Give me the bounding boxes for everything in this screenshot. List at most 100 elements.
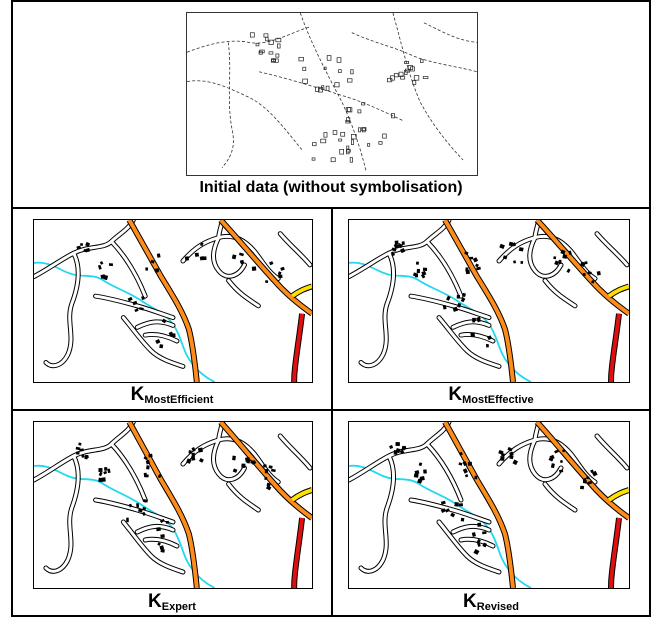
building: [500, 456, 505, 461]
minor-road: [278, 232, 312, 267]
building-outline: [298, 56, 304, 62]
building-outline: [312, 142, 317, 147]
building: [415, 261, 420, 265]
building: [191, 452, 196, 457]
highway: [292, 313, 305, 382]
minor-road: [227, 482, 260, 512]
building-outline: [400, 75, 406, 80]
building: [231, 254, 237, 260]
building: [476, 266, 481, 271]
building: [472, 317, 476, 321]
building-outline: [275, 37, 282, 43]
building: [159, 518, 165, 524]
building: [83, 249, 87, 253]
building: [99, 261, 104, 265]
building: [507, 446, 513, 452]
building: [559, 459, 564, 464]
building: [168, 331, 174, 337]
building-outline: [338, 69, 342, 73]
minor-road: [143, 332, 179, 343]
building-outline: [367, 143, 371, 147]
minor-road: [528, 438, 563, 482]
map-revised-svg: [349, 422, 629, 588]
building-outline: [412, 80, 417, 85]
building: [596, 271, 601, 276]
minor-road: [451, 320, 491, 329]
minor-road: [121, 316, 185, 368]
building-outline: [320, 138, 327, 144]
building: [98, 468, 103, 473]
minor-road: [425, 442, 463, 502]
building-outline: [346, 117, 351, 122]
building: [397, 243, 403, 249]
building: [558, 259, 562, 265]
building: [157, 474, 162, 479]
panel-most-effective: KMostEffective: [333, 209, 649, 409]
building: [241, 463, 246, 468]
main-road: [535, 422, 629, 520]
building-outline: [361, 102, 366, 106]
building-outline: [325, 85, 330, 91]
map-layers: [34, 220, 312, 382]
building: [508, 241, 514, 247]
building: [487, 335, 493, 341]
building: [141, 511, 146, 516]
building: [470, 332, 475, 338]
minor-road: [109, 240, 147, 298]
building: [446, 295, 451, 301]
map-most-efficient-svg: [34, 220, 312, 382]
minor-road: [211, 438, 246, 482]
k-subscript: Expert: [161, 601, 196, 613]
building: [150, 259, 155, 264]
k-letter: K: [463, 591, 477, 612]
building: [559, 469, 564, 473]
building-outline: [407, 65, 414, 71]
building: [454, 501, 459, 507]
minor-road: [211, 236, 246, 278]
building: [159, 545, 165, 550]
minor-road: [227, 279, 260, 308]
building: [277, 271, 282, 276]
building: [159, 344, 164, 349]
building: [485, 343, 489, 348]
minor-road: [437, 316, 501, 368]
building: [269, 261, 274, 266]
minor-road: [451, 524, 491, 534]
building-outline: [346, 145, 350, 150]
building: [134, 308, 139, 313]
road-centerline: [187, 80, 303, 151]
building-outline: [404, 70, 408, 75]
map-expert: [33, 421, 313, 589]
building: [393, 243, 399, 249]
building: [458, 462, 463, 466]
caption-most-efficient: KMostEfficient: [13, 384, 331, 406]
building: [198, 457, 204, 463]
building: [394, 240, 399, 245]
building: [421, 270, 427, 276]
building: [81, 454, 85, 458]
building: [143, 499, 148, 503]
building: [513, 260, 517, 264]
building-outline: [273, 58, 279, 63]
building: [79, 448, 84, 452]
map-layers: [349, 422, 629, 588]
building: [475, 263, 479, 268]
building: [250, 460, 255, 465]
building: [465, 267, 469, 272]
building: [76, 451, 80, 455]
minor-road: [135, 524, 175, 534]
minor-road: [94, 294, 175, 320]
road-centerline: [259, 71, 404, 122]
minor-road: [528, 236, 563, 278]
building: [457, 303, 462, 308]
building: [395, 442, 400, 446]
building: [270, 468, 276, 473]
building: [440, 500, 446, 505]
secondary-road: [607, 284, 629, 298]
building: [469, 256, 474, 260]
building-outline: [357, 127, 362, 133]
k-letter: K: [130, 384, 145, 405]
building: [278, 274, 283, 279]
secondary-road: [290, 488, 312, 502]
building: [512, 459, 519, 466]
